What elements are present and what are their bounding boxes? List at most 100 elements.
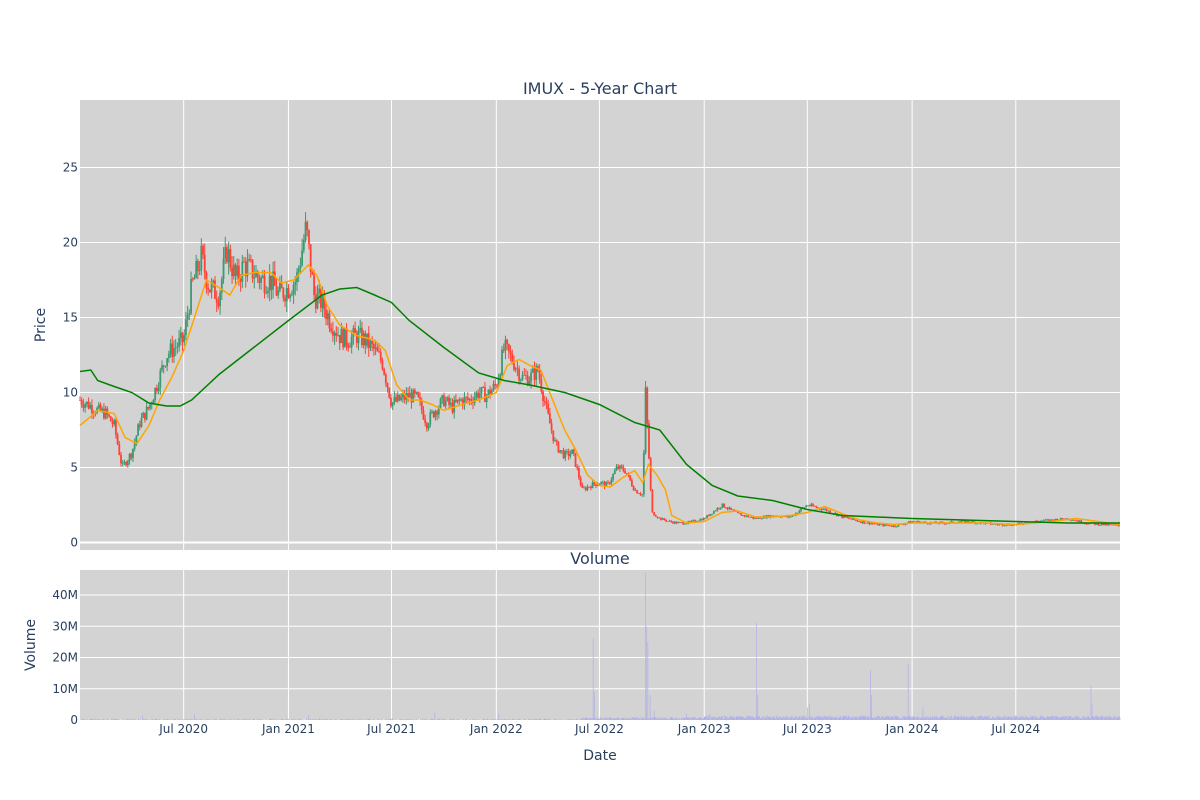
- volume-bar: [136, 719, 137, 720]
- volume-bar: [145, 718, 146, 720]
- volume-bar: [225, 718, 227, 720]
- candle-up: [393, 391, 396, 405]
- volume-bar: [333, 719, 335, 720]
- volume-bar: [625, 718, 627, 720]
- volume-bar: [697, 718, 698, 720]
- volume-bar: [636, 717, 637, 720]
- volume-bar: [886, 716, 887, 720]
- volume-bar: [1099, 718, 1101, 720]
- candle-up: [198, 260, 201, 275]
- volume-bar: [233, 719, 235, 720]
- volume-bar: [654, 717, 656, 720]
- volume-bar: [944, 717, 946, 720]
- volume-bar: [285, 719, 287, 720]
- volume-bar: [194, 713, 195, 720]
- candle-down: [723, 503, 726, 508]
- volume-bar: [705, 717, 706, 720]
- volume-bar: [433, 718, 435, 720]
- volume-bar: [219, 719, 220, 720]
- volume-bar: [707, 715, 709, 720]
- volume-bar: [364, 718, 366, 720]
- volume-bar: [427, 719, 429, 720]
- volume-bar: [492, 718, 494, 720]
- volume-bar: [210, 719, 211, 720]
- volume-bar: [760, 718, 761, 720]
- candle-down: [120, 452, 122, 467]
- volume-bar: [186, 718, 187, 720]
- candle-down: [1073, 519, 1076, 521]
- candle-up: [1049, 519, 1052, 522]
- volume-bar: [989, 717, 990, 720]
- volume-bar: [1066, 715, 1067, 720]
- volume-bar: [361, 718, 363, 720]
- candle-up: [666, 520, 669, 522]
- candle-down: [651, 489, 654, 513]
- volume-bar: [726, 716, 727, 720]
- volume-bar: [1113, 716, 1115, 720]
- volume-bar: [1101, 717, 1103, 720]
- candle-up: [468, 397, 471, 406]
- candle-down: [331, 321, 334, 342]
- candle-up: [439, 397, 442, 409]
- candle-down: [543, 395, 546, 406]
- volume-bar: [398, 719, 400, 720]
- candle-up: [610, 477, 613, 486]
- volume-bar: [901, 718, 903, 720]
- volume-bar: [346, 719, 347, 720]
- volume-bar: [939, 716, 941, 720]
- volume-bar: [992, 716, 993, 720]
- volume-bar: [943, 716, 944, 720]
- volume-bar: [81, 719, 83, 720]
- volume-bar: [855, 716, 857, 720]
- volume-bar: [153, 719, 154, 720]
- volume-bar: [625, 717, 626, 720]
- candle-down: [525, 368, 527, 380]
- volume-bar: [773, 718, 775, 720]
- volume-bar: [474, 719, 476, 720]
- volume-bar: [362, 719, 364, 720]
- volume-bar: [817, 716, 819, 720]
- volume-bar: [396, 719, 398, 720]
- candle-up: [132, 448, 134, 462]
- chart-title: IMUX - 5-Year Chart: [523, 79, 677, 98]
- volume-bar: [128, 719, 129, 720]
- candle-up: [126, 459, 129, 468]
- volume-bar: [1030, 715, 1032, 720]
- volume-bar: [205, 718, 207, 720]
- volume-bar: [495, 719, 497, 720]
- volume-bar: [653, 710, 655, 720]
- volume-bar: [211, 719, 212, 720]
- candle-up: [236, 258, 239, 280]
- volume-bar: [966, 716, 968, 720]
- volume-bar: [1006, 716, 1008, 720]
- candle-down: [1111, 524, 1113, 526]
- candle-up: [167, 350, 170, 363]
- candle-up: [299, 257, 302, 275]
- volume-bar: [767, 715, 768, 720]
- volume-bar: [575, 719, 576, 720]
- candle-down: [383, 367, 386, 376]
- candle-down: [1087, 523, 1090, 525]
- candle-down: [689, 520, 691, 523]
- volume-bar: [787, 718, 789, 720]
- candle-up: [716, 507, 719, 512]
- volume-bar: [973, 716, 975, 720]
- volume-bar: [1002, 717, 1004, 720]
- volume-bar: [877, 715, 878, 720]
- candle-up: [85, 401, 88, 408]
- volume-bar: [403, 719, 404, 720]
- volume-bar: [1112, 718, 1113, 720]
- volume-bar: [561, 719, 563, 720]
- volume-bar: [722, 718, 724, 720]
- candle-down: [513, 355, 515, 372]
- volume-bar: [562, 719, 563, 720]
- volume-bar: [915, 716, 916, 720]
- volume-bar: [335, 719, 337, 720]
- candle-down: [249, 254, 252, 263]
- volume-bar: [827, 718, 829, 720]
- candle-down: [280, 275, 283, 289]
- volume-bar: [746, 717, 747, 720]
- volume-bar: [544, 718, 546, 720]
- volume-bar: [183, 719, 185, 720]
- volume-bar: [412, 719, 413, 720]
